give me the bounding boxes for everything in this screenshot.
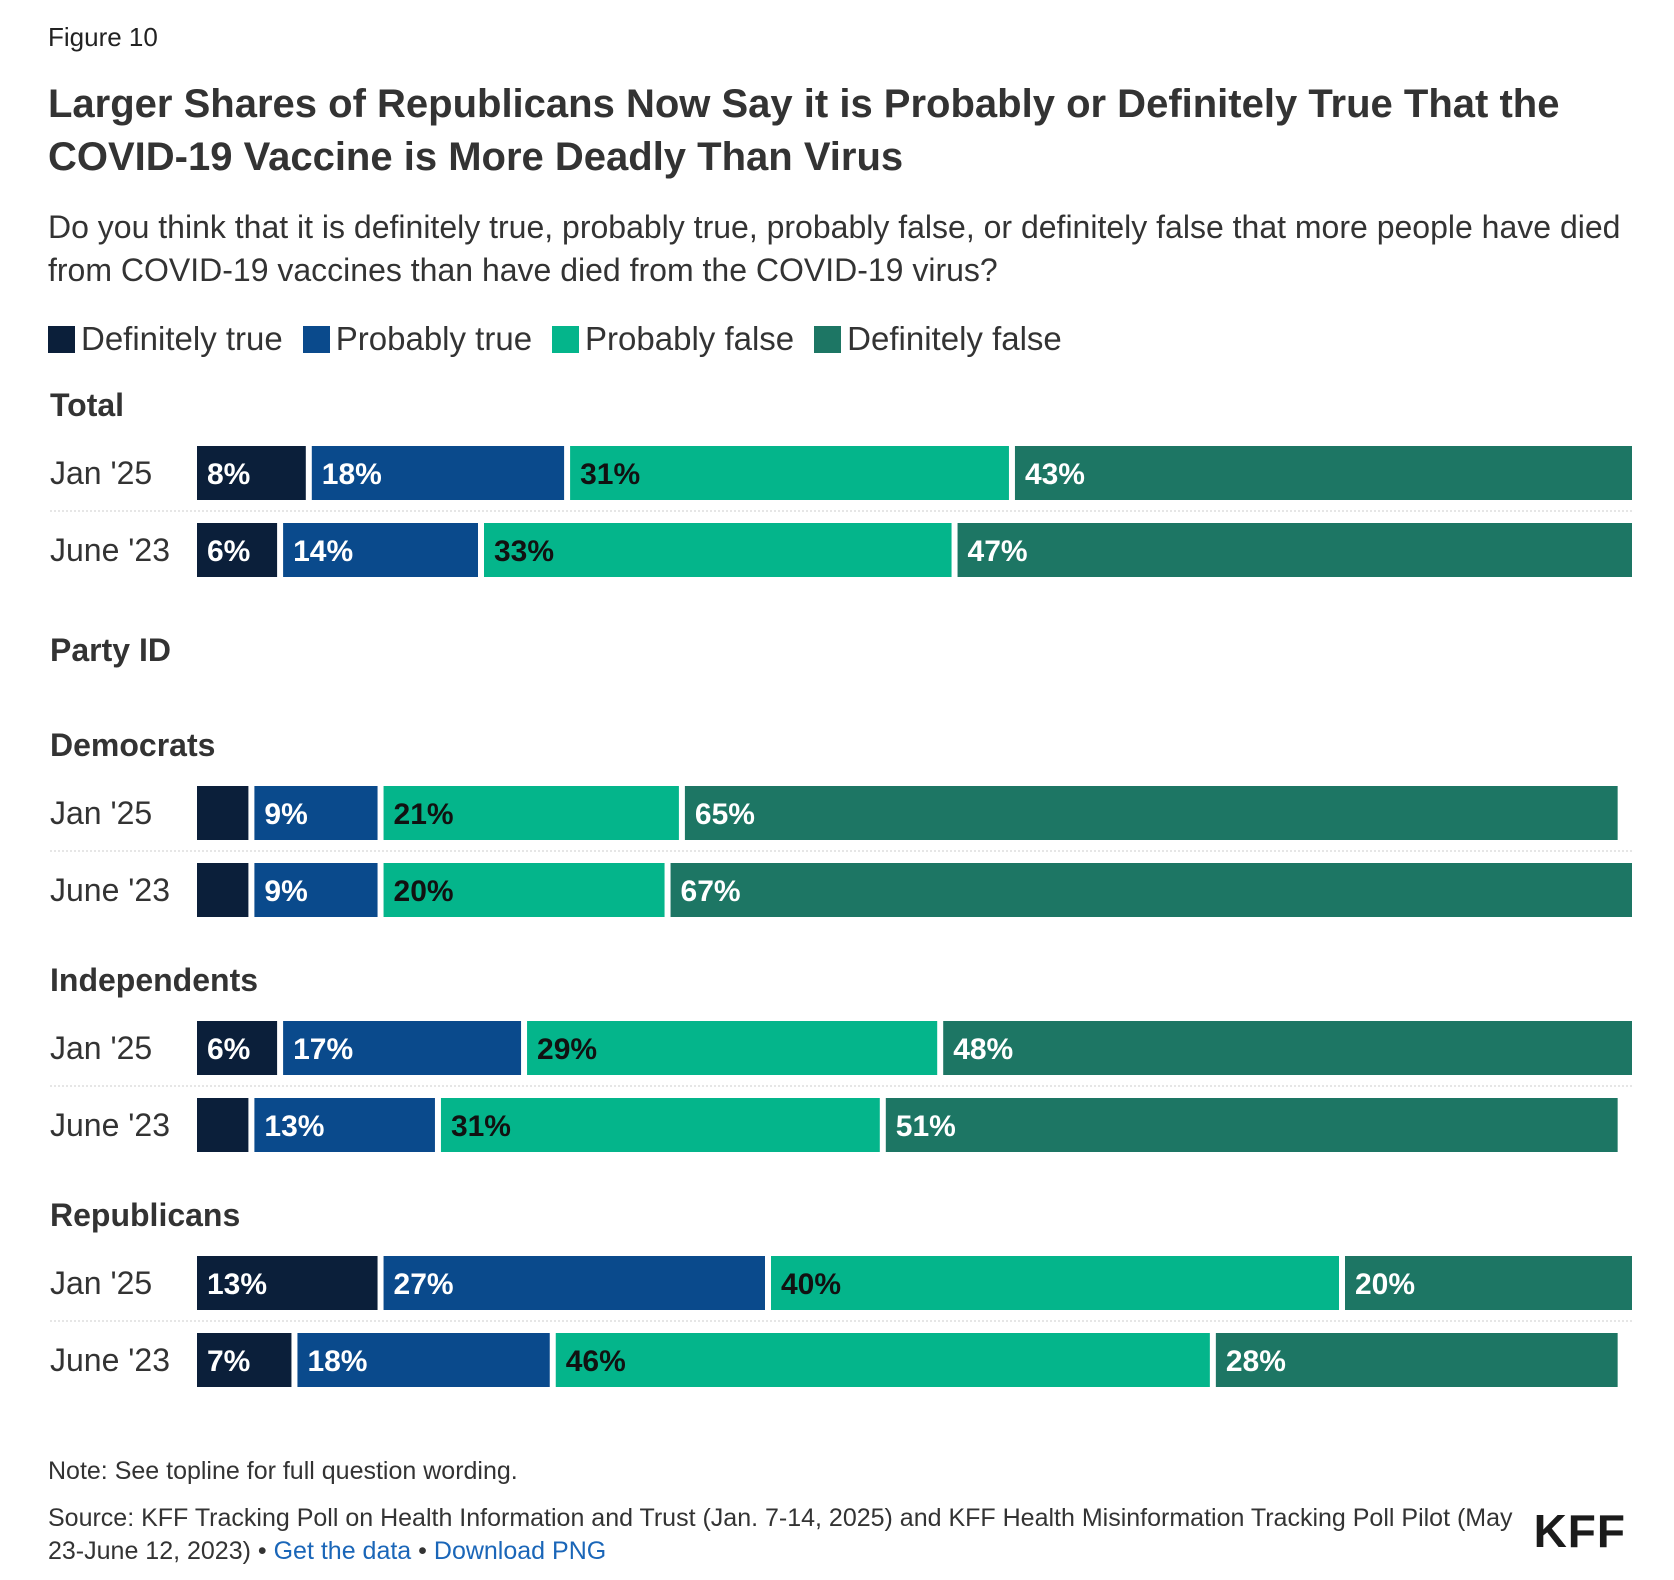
bar-segment <box>440 1098 880 1152</box>
data-label: 9% <box>264 798 307 831</box>
legend-item-probably-false: Probably false <box>552 320 794 358</box>
data-label: 43% <box>1025 458 1085 491</box>
group-heading: Party ID <box>50 632 171 668</box>
data-label: 13% <box>207 1268 267 1301</box>
kff-logo: KFF <box>1533 1505 1626 1557</box>
source-text: Source: KFF Tracking Poll on Health Info… <box>48 1504 1513 1565</box>
bar-segment <box>197 1021 278 1075</box>
group-heading: Republicans <box>50 1197 240 1233</box>
bar-segment <box>197 1256 378 1310</box>
bar-segment <box>570 446 1009 500</box>
legend-item-probably-true: Probably true <box>302 320 533 358</box>
row-label: June '23 <box>50 1342 170 1378</box>
data-label: 40% <box>781 1268 841 1301</box>
bar-segment <box>527 1021 938 1075</box>
data-label: 67% <box>681 875 741 908</box>
data-label: 20% <box>1355 1268 1415 1301</box>
bar-segment <box>771 1256 1339 1310</box>
bar-segment <box>254 1098 435 1152</box>
row-label: June '23 <box>50 532 170 568</box>
row-label: Jan '25 <box>50 795 152 831</box>
bar-segment <box>197 446 306 500</box>
data-label: 18% <box>322 458 382 491</box>
legend-swatch <box>814 325 842 353</box>
legend-swatch <box>48 325 75 353</box>
chart-source: Source: KFF Tracking Poll on Health Info… <box>48 1502 1528 1568</box>
legend-swatch <box>302 325 330 353</box>
bar-segment <box>197 1098 249 1152</box>
legend-label: Definitely true <box>81 320 283 357</box>
data-label: 46% <box>566 1345 626 1378</box>
bar-segment <box>1215 1333 1618 1387</box>
group-heading: Independents <box>50 962 258 998</box>
bar-segment <box>943 1021 1632 1075</box>
bar-segment <box>1345 1256 1632 1310</box>
source-separator: • <box>418 1537 427 1565</box>
group-heading: Total <box>50 387 124 423</box>
data-label: 7% <box>207 1345 250 1378</box>
get-data-link[interactable]: Get the data <box>273 1537 412 1565</box>
data-label: 21% <box>394 798 454 831</box>
bar-segment <box>197 1333 292 1387</box>
bar-segment <box>957 523 1632 577</box>
legend-item-definitely-true: Definitely true <box>48 320 283 358</box>
bar-segment <box>254 786 378 840</box>
bar-segment <box>297 1333 550 1387</box>
bar-segment <box>197 863 249 917</box>
stacked-bar-chart: Total Jan '25 8% 18% 31% 43% June '23 6% 14% 33% 4… <box>50 387 1634 1387</box>
bar-segment <box>670 863 1632 917</box>
bar-segment <box>484 523 952 577</box>
data-label: 31% <box>580 458 640 491</box>
row-label: June '23 <box>50 1107 170 1143</box>
row-label: Jan '25 <box>50 455 152 491</box>
data-label: 17% <box>293 1033 353 1066</box>
data-label: 8% <box>207 458 250 491</box>
source-separator: • <box>257 1537 267 1565</box>
download-png-link[interactable]: Download PNG <box>433 1537 607 1565</box>
bar-segment <box>254 863 378 917</box>
data-label: 20% <box>394 875 454 908</box>
data-label: 48% <box>953 1033 1013 1066</box>
bar-segment <box>885 1098 1618 1152</box>
bar-segment <box>383 786 679 840</box>
legend: Definitely true Probably true Probably f… <box>48 320 1082 358</box>
group-heading: Democrats <box>50 727 215 763</box>
data-label: 14% <box>293 535 353 568</box>
chart-note: Note: See topline for full question word… <box>48 1457 518 1485</box>
data-label: 6% <box>207 1033 250 1066</box>
legend-label: Probably true <box>335 320 533 357</box>
bar-segment <box>311 446 565 500</box>
figure-label: Figure 10 <box>48 22 158 52</box>
row-label: Jan '25 <box>50 1265 152 1301</box>
row-label: June '23 <box>50 872 170 908</box>
bar-segment <box>383 863 665 917</box>
legend-label: Probably false <box>585 320 795 357</box>
legend-label: Definitely false <box>847 320 1062 357</box>
legend-swatch <box>552 325 580 353</box>
bar-segment <box>283 523 478 577</box>
chart-title: Larger Shares of Republicans Now Say it … <box>48 82 1560 179</box>
data-label: 65% <box>695 798 755 831</box>
data-label: 31% <box>451 1110 511 1143</box>
bar-segment <box>197 786 249 840</box>
data-label: 33% <box>494 535 554 568</box>
data-label: 18% <box>307 1345 367 1378</box>
bar-segment <box>1014 446 1632 500</box>
bar-segment <box>283 1021 522 1075</box>
chart-subtitle: Do you think that it is definitely true,… <box>48 209 1621 288</box>
legend-item-definitely-false: Definitely false <box>814 320 1062 358</box>
data-label: 29% <box>537 1033 597 1066</box>
data-label: 51% <box>896 1110 956 1143</box>
data-label: 47% <box>968 535 1028 568</box>
bar-segment <box>684 786 1618 840</box>
data-label: 13% <box>264 1110 324 1143</box>
data-label: 9% <box>264 875 307 908</box>
bar-segment <box>555 1333 1210 1387</box>
bar-segment <box>197 523 278 577</box>
data-label: 27% <box>394 1268 454 1301</box>
data-label: 6% <box>207 535 250 568</box>
bar-segment <box>383 1256 765 1310</box>
row-label: Jan '25 <box>50 1030 152 1066</box>
data-label: 28% <box>1226 1345 1286 1378</box>
